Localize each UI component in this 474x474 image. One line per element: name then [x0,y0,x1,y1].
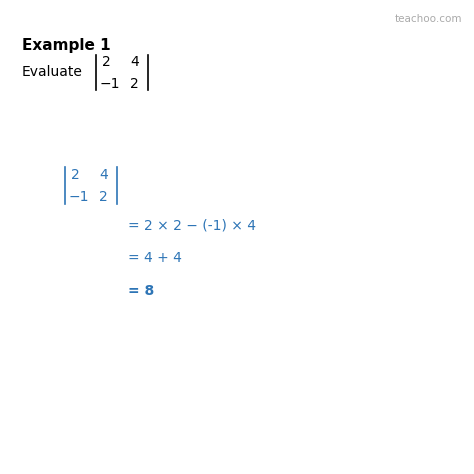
Text: Example 1: Example 1 [22,38,110,53]
Text: 4: 4 [130,55,139,69]
Text: Evaluate: Evaluate [22,65,83,79]
Text: 2: 2 [102,55,111,69]
Text: = 4 + 4: = 4 + 4 [128,251,182,265]
Text: teachoo.com: teachoo.com [394,14,462,24]
Text: = 8: = 8 [128,284,154,298]
Text: 2: 2 [99,190,108,204]
Text: = 2 × 2 − (-1) × 4: = 2 × 2 − (-1) × 4 [128,218,256,232]
Text: −1: −1 [100,77,120,91]
Text: 4: 4 [99,168,108,182]
Text: 2: 2 [130,77,139,91]
Text: 2: 2 [71,168,80,182]
Text: −1: −1 [69,190,90,204]
